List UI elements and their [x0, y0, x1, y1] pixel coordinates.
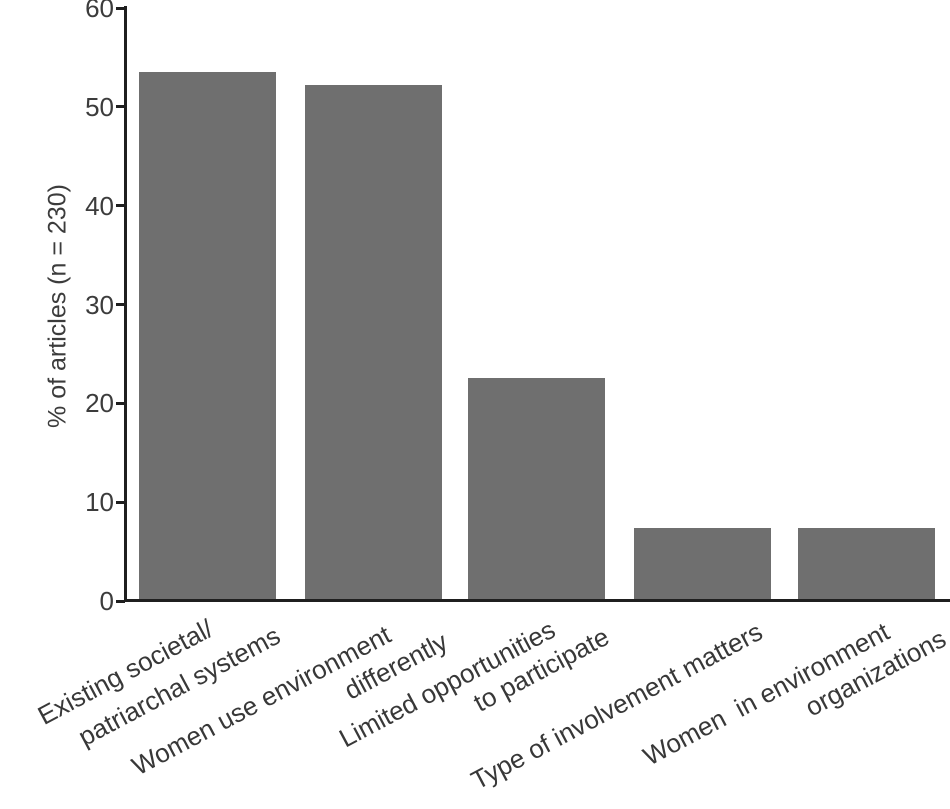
bar — [139, 72, 276, 601]
bar — [304, 85, 442, 601]
y-axis-tick-mark — [116, 401, 125, 405]
y-axis-title: % of articles (n = 230) — [43, 184, 72, 428]
x-axis-line — [124, 599, 950, 602]
y-axis-tick-mark — [116, 204, 125, 208]
y-axis-tick-label: 0 — [99, 586, 114, 616]
bar — [468, 377, 605, 601]
y-axis-tick-label: 60 — [85, 0, 114, 23]
y-axis-tick-label: 40 — [85, 190, 114, 221]
y-axis-tick-mark — [116, 599, 125, 603]
y-axis-tick-mark — [116, 303, 125, 306]
y-axis-tick-label: 30 — [85, 289, 114, 320]
y-axis-tick-label: 20 — [85, 388, 114, 419]
y-axis-tick-label: 50 — [85, 91, 114, 122]
y-axis-line — [124, 6, 127, 602]
bar — [798, 527, 935, 601]
y-axis-tick-mark — [116, 500, 125, 504]
y-axis-tick-label: 10 — [85, 487, 114, 518]
y-axis-tick-mark — [116, 105, 125, 109]
bar — [633, 527, 771, 601]
y-axis-tick-mark — [116, 6, 125, 10]
